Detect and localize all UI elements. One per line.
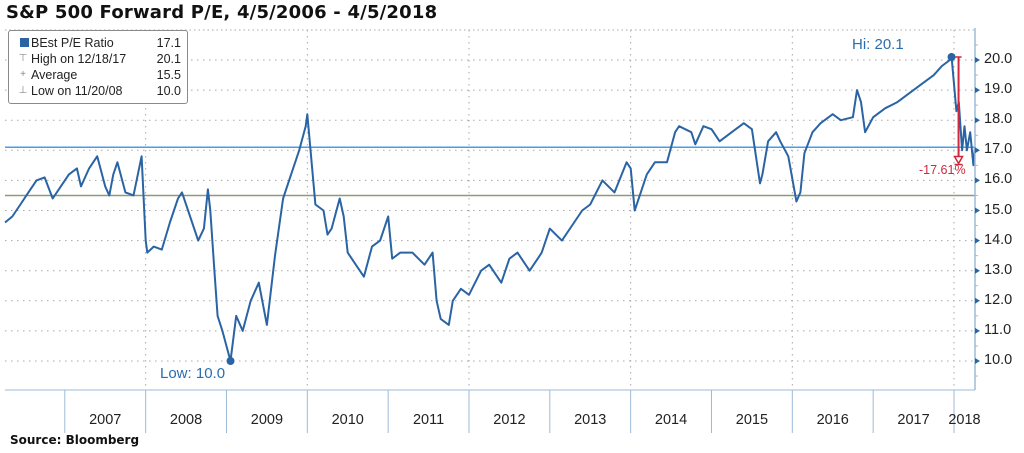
- legend-label: Low on 11/20/08: [31, 84, 123, 98]
- legend-item-high[interactable]: ⊤ High on 12/18/17 20.1: [17, 51, 181, 67]
- drawdown-annotation: -17.61%: [919, 163, 966, 177]
- legend-value: 10.0: [156, 84, 181, 98]
- x-tick-label: 2016: [816, 412, 849, 428]
- legend-value: 20.1: [156, 52, 181, 66]
- pe-ratio-series-line: [4, 56, 976, 362]
- y-tick-label: 17.0: [984, 141, 1013, 158]
- legend-value: 17.1: [156, 36, 181, 50]
- legend-box: BEst P/E Ratio 17.1 ⊤ High on 12/18/17 2…: [8, 30, 188, 104]
- source-note: Source: Bloomberg: [10, 433, 140, 447]
- y-tick-label: 13.0: [984, 261, 1013, 278]
- y-tick-label: 19.0: [984, 81, 1013, 98]
- legend-item-low[interactable]: ⊥ Low on 11/20/08 10.0: [17, 83, 181, 99]
- x-tick-label: 2007: [89, 412, 122, 428]
- x-tick-label: 2012: [493, 412, 526, 428]
- legend-label: Average: [31, 68, 78, 82]
- legend-label: BEst P/E Ratio: [31, 36, 114, 50]
- y-tick-label: 16.0: [984, 171, 1013, 188]
- low-annotation: Low: 10.0: [160, 365, 226, 382]
- y-tick-label: 11.0: [984, 321, 1012, 338]
- x-tick-label: 2010: [331, 412, 364, 428]
- x-tick-label: 2013: [574, 412, 607, 428]
- low-point-marker: [226, 357, 235, 365]
- square-series-icon: [17, 35, 29, 51]
- legend-item-average[interactable]: + Average 15.5: [17, 67, 181, 83]
- y-tick-label: 12.0: [984, 291, 1013, 308]
- y-tick-label: 10.0: [984, 352, 1013, 368]
- drawdown-arrow: [953, 56, 964, 166]
- y-tick-label: 14.0: [984, 231, 1013, 248]
- y-tick-label: 18.0: [984, 111, 1013, 128]
- high-annotation: Hi: 20.1: [852, 36, 904, 53]
- x-tick-label: 2008: [169, 412, 203, 428]
- y-tick-label: 20.0: [984, 51, 1013, 67]
- high-marker-icon: ⊤: [18, 53, 28, 64]
- axes: [5, 28, 980, 433]
- legend-label: High on 12/18/17: [31, 52, 127, 66]
- gridlines: [5, 29, 975, 390]
- legend-value: 15.5: [156, 68, 181, 82]
- x-tick-label: 2011: [412, 412, 445, 428]
- y-tick-label: 15.0: [984, 201, 1013, 218]
- high-point-marker: [947, 52, 956, 61]
- x-tick-label: 2014: [654, 412, 688, 428]
- x-tick-label: 2015: [735, 412, 769, 428]
- low-marker-icon: ⊥: [18, 85, 28, 96]
- legend-item-pe-ratio[interactable]: BEst P/E Ratio 17.1: [17, 35, 181, 51]
- x-tick-label: 2017: [897, 412, 930, 428]
- x-tick-label: 2018: [948, 412, 981, 428]
- chart-title: S&P 500 Forward P/E, 4/5/2006 - 4/5/2018: [6, 2, 438, 23]
- x-tick-label: 2009: [250, 412, 284, 428]
- average-marker-icon: +: [20, 69, 26, 80]
